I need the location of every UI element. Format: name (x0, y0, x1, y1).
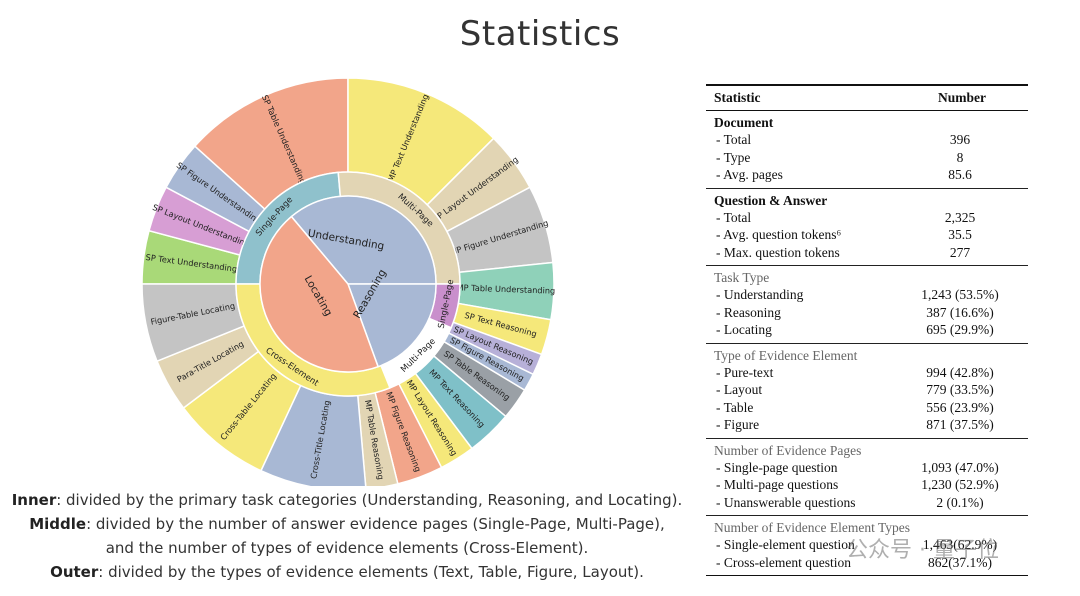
table-row: - Table 556 (23.9%) (716, 399, 994, 415)
table-row: - Max. question tokens 277 (716, 244, 971, 260)
table-row: - Avg. pages 85.6 (716, 167, 972, 182)
section-title: Type of Evidence Element (714, 347, 858, 363)
table-row: - Single-element question 1,463(62.9%) (716, 537, 998, 552)
page-title: Statistics (459, 14, 621, 54)
outer-label-mp-table-understanding: MP Table Understanding (456, 282, 555, 295)
table-row: - Layout 779 (33.5%) (716, 382, 994, 397)
table-row: - Locating 695 (29.9%) (716, 322, 994, 337)
section-title: Task Type (714, 270, 770, 285)
table-row: - Total 396 (716, 132, 971, 147)
table-row: - Pure-text 994 (42.8%) (716, 364, 994, 380)
table-row: - Type 8 (716, 149, 964, 165)
table-row: - Single-page question 1,093 (47.0%) (716, 459, 999, 475)
section-evidence-element: Type of Evidence Element - Pure-text 994 … (706, 344, 1028, 439)
table-header: Statistic Number (706, 84, 1028, 111)
table-row: - Unanswerable questions 2 (0.1%) (716, 494, 984, 510)
section-element-types: Number of Evidence Element Types - Singl… (706, 516, 1028, 576)
section-title: Document (714, 115, 774, 130)
section-title: Number of Evidence Pages (714, 442, 862, 458)
section-qa: Question & Answer - Total 2,325 - Avg. qu… (706, 189, 1028, 266)
header-statistic: Statistic (714, 90, 761, 105)
statistics-table: Statistic Number Document - Total 396 - T… (706, 84, 1028, 576)
table-row: - Total 2,325 (716, 209, 976, 225)
inner-segment-locating (259, 215, 380, 373)
section-evidence-pages: Number of Evidence Pages - Single-page q… (706, 439, 1028, 516)
section-document: Document - Total 396 - Type 8 - Avg. pages… (706, 111, 1028, 189)
inner-segment-reasoning (346, 283, 437, 368)
table-row: - Avg. question tokens⁶ 35.5 (716, 227, 972, 242)
inner-segment-understanding (290, 195, 437, 285)
header-number: Number (938, 90, 986, 105)
table-row: - Figure 871 (37.5%) (716, 417, 994, 432)
section-title: Question & Answer (714, 192, 828, 208)
section-task-type: Task Type - Understanding 1,243 (53.5%) -… (706, 266, 1028, 344)
section-title: Number of Evidence Element Types (714, 520, 910, 535)
table-row: - Cross-element question 862(37.1%) (716, 554, 993, 570)
table-row: - Understanding 1,243 (53.5%) (716, 287, 999, 302)
table-row: - Reasoning 387 (16.6%) (716, 304, 994, 320)
table-row: - Multi-page questions 1,230 (52.9%) (716, 477, 999, 492)
watermark: 公众号 · 量子位 (846, 538, 999, 563)
figure-caption: Inner: divided by the primary task categ… (11, 491, 683, 581)
